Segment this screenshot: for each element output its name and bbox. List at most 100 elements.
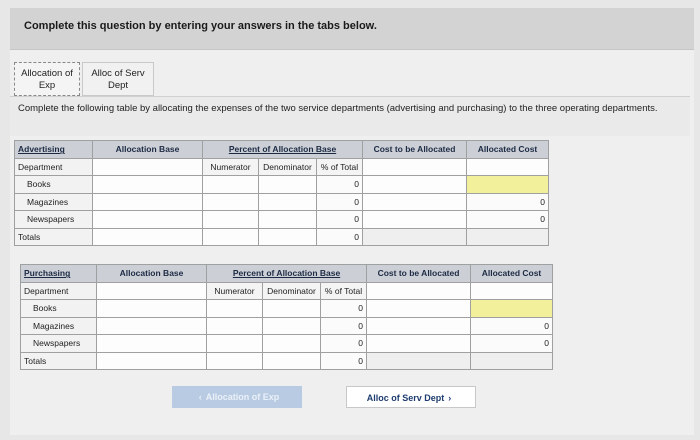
numerator-input[interactable] xyxy=(202,192,259,211)
allocation-base-input[interactable] xyxy=(92,192,203,211)
row-label-books: Books xyxy=(14,175,93,194)
allocation-base-input[interactable] xyxy=(96,334,207,353)
table-row: Books 0 xyxy=(14,175,550,194)
numerator-label: Numerator xyxy=(202,157,259,176)
allocation-base-input[interactable] xyxy=(96,281,207,300)
allocation-base-total xyxy=(96,351,207,370)
cost-input[interactable] xyxy=(362,192,468,211)
tab-label-line2: Exp xyxy=(38,80,56,91)
cost-to-be-allocated-header: Cost to be Allocated xyxy=(362,140,468,159)
denominator-label: Denominator xyxy=(258,157,317,176)
table-row: Magazines 0 0 xyxy=(14,192,550,211)
percent-total-value: 0 xyxy=(315,192,364,211)
question-content: Allocation of Exp Alloc of Serv Dept Com… xyxy=(10,50,694,435)
cost-input[interactable] xyxy=(362,157,468,176)
percent-total-value: 0 xyxy=(315,175,364,194)
table-row: Newspapers 0 0 xyxy=(14,210,550,229)
allocation-base-header: Allocation Base xyxy=(92,140,203,159)
denominator-input[interactable] xyxy=(258,192,317,211)
empty-cell xyxy=(366,352,472,370)
question-title: Complete this question by entering your … xyxy=(24,20,377,32)
purchasing-table: Purchasing Allocation Base Percent of Al… xyxy=(20,264,554,370)
chevron-right-icon: › xyxy=(448,393,452,403)
percent-total-value: 0 xyxy=(319,316,368,335)
allocated-cost-value: 0 xyxy=(466,192,550,211)
empty-cell xyxy=(470,352,554,370)
instructions-panel: Complete the following table by allocati… xyxy=(10,96,690,136)
denominator-input[interactable] xyxy=(262,316,321,335)
numerator-total xyxy=(202,227,259,246)
row-label-newspapers: Newspapers xyxy=(20,334,97,353)
department-label: Department xyxy=(20,281,97,300)
department-label: Department xyxy=(14,157,93,176)
percent-total-sum: 0 xyxy=(319,351,368,370)
row-label-magazines: Magazines xyxy=(14,192,93,211)
cost-input[interactable] xyxy=(366,316,472,335)
cost-input[interactable] xyxy=(362,175,468,194)
allocated-cost-cell xyxy=(466,157,550,176)
totals-label: Totals xyxy=(14,227,93,246)
denominator-input[interactable] xyxy=(258,175,317,194)
allocation-base-header: Allocation Base xyxy=(96,264,207,283)
next-tab-button[interactable]: Alloc of Serv Dept › xyxy=(346,386,476,408)
table-row: Newspapers 0 0 xyxy=(20,334,554,353)
allocation-base-input[interactable] xyxy=(96,316,207,335)
numerator-input[interactable] xyxy=(206,299,263,318)
tab-label-line2: Dept xyxy=(107,80,129,91)
table-row: Books 0 xyxy=(20,299,554,318)
row-label-magazines: Magazines xyxy=(20,316,97,335)
cost-input[interactable] xyxy=(366,299,472,318)
percent-total-label: % of Total xyxy=(315,157,364,176)
tab-label-line1: Allocation of xyxy=(21,68,73,79)
allocation-base-input[interactable] xyxy=(96,299,207,318)
instructions-text: Complete the following table by allocati… xyxy=(18,103,658,114)
numerator-label: Numerator xyxy=(206,281,263,300)
cost-input[interactable] xyxy=(362,210,468,229)
allocation-base-input[interactable] xyxy=(92,157,203,176)
allocated-cost-cell xyxy=(470,281,554,300)
tab-alloc-of-serv-dept[interactable]: Alloc of Serv Dept xyxy=(82,62,154,96)
totals-label: Totals xyxy=(20,351,97,370)
numerator-input[interactable] xyxy=(202,210,259,229)
allocation-base-input[interactable] xyxy=(92,210,203,229)
numerator-input[interactable] xyxy=(206,316,263,335)
denominator-total xyxy=(258,227,317,246)
percent-total-value: 0 xyxy=(319,334,368,353)
allocated-cost-value: 0 xyxy=(470,334,554,353)
prev-tab-button[interactable]: ‹ Allocation of Exp xyxy=(172,386,302,408)
tab-allocation-of-exp[interactable]: Allocation of Exp xyxy=(14,62,80,96)
numerator-input[interactable] xyxy=(206,334,263,353)
cost-input[interactable] xyxy=(366,281,472,300)
row-label-newspapers: Newspapers xyxy=(14,210,93,229)
question-header: Complete this question by entering your … xyxy=(10,8,694,50)
allocated-cost-value xyxy=(466,175,550,194)
allocated-cost-value: 0 xyxy=(470,316,554,335)
denominator-total xyxy=(262,351,321,370)
allocated-cost-header: Allocated Cost xyxy=(470,264,554,283)
allocated-cost-value xyxy=(470,299,554,318)
chevron-left-icon: ‹ xyxy=(198,392,202,402)
row-label-books: Books xyxy=(20,299,97,318)
allocation-base-input[interactable] xyxy=(92,175,203,194)
denominator-label: Denominator xyxy=(262,281,321,300)
allocation-base-total xyxy=(92,227,203,246)
allocated-cost-value: 0 xyxy=(466,210,550,229)
cost-input[interactable] xyxy=(366,334,472,353)
percent-total-sum: 0 xyxy=(315,227,364,246)
percent-total-label: % of Total xyxy=(319,281,368,300)
denominator-input[interactable] xyxy=(258,210,317,229)
denominator-input[interactable] xyxy=(262,334,321,353)
prev-tab-label: Allocation of Exp xyxy=(205,392,280,402)
advertising-title: Advertising xyxy=(14,140,93,159)
empty-cell xyxy=(362,228,468,246)
tab-label-line1: Alloc of Serv xyxy=(91,68,145,79)
next-tab-label: Alloc of Serv Dept xyxy=(366,393,445,403)
numerator-input[interactable] xyxy=(202,175,259,194)
percent-allocation-header: Percent of Allocation Base xyxy=(205,264,368,283)
percent-total-value: 0 xyxy=(315,210,364,229)
percent-total-value: 0 xyxy=(319,299,368,318)
denominator-input[interactable] xyxy=(262,299,321,318)
purchasing-title: Purchasing xyxy=(20,264,97,283)
numerator-total xyxy=(206,351,263,370)
cost-to-be-allocated-header: Cost to be Allocated xyxy=(366,264,472,283)
